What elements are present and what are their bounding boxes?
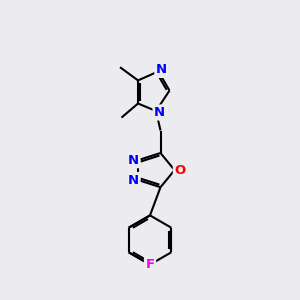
Text: F: F bbox=[146, 258, 154, 271]
Text: N: N bbox=[128, 154, 139, 167]
Text: N: N bbox=[156, 63, 167, 76]
Text: N: N bbox=[128, 173, 139, 187]
Text: N: N bbox=[154, 106, 165, 119]
Text: O: O bbox=[174, 164, 186, 177]
